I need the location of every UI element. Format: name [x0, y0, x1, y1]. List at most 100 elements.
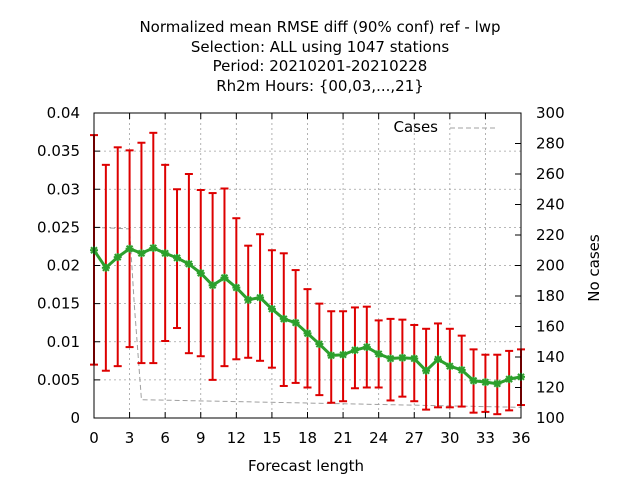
data-point-d2-23: [363, 343, 371, 351]
data-point-22: [350, 346, 359, 355]
data-point-d2-35: [505, 375, 513, 383]
data-point-11: [220, 273, 229, 282]
data-point-d2-19: [315, 340, 324, 348]
data-point-d2-11: [220, 273, 229, 282]
data-point-14: [256, 293, 265, 302]
x-tick-label-3: 9: [196, 429, 206, 447]
x-tick-label-4: 12: [227, 429, 246, 447]
x-tick-label-10: 30: [440, 429, 459, 447]
data-point-3: [125, 244, 134, 253]
y2-axis-ticks: 100 120 140 160 180 200 220 240 260 280 300: [515, 104, 565, 427]
data-point-d2-33: [481, 378, 490, 386]
data-point-d2-15: [268, 305, 276, 313]
chart-title-line-4: Rh2m Hours: {00,03,...,21}: [216, 77, 424, 95]
x-tick-label-5: 15: [262, 429, 281, 447]
y2-axis-label: No cases: [585, 234, 603, 302]
data-point-d2-9: [197, 269, 205, 277]
data-point-16: [279, 314, 288, 323]
error-bar-29: [433, 322, 442, 409]
data-point-d2-18: [303, 329, 312, 338]
data-point-d2-13: [244, 296, 252, 304]
data-point-7: [173, 253, 182, 262]
x-tick-label-1: 3: [125, 429, 135, 447]
data-point-5: [149, 243, 158, 252]
data-point-12: [232, 283, 241, 292]
data-point-33: [481, 378, 490, 387]
data-point-34: [493, 379, 502, 388]
y2-tick-label-1: 120: [536, 379, 565, 397]
x-tick-label-11: 33: [476, 429, 495, 447]
y-tick-label-0: 0: [70, 409, 80, 427]
data-point-28: [422, 366, 431, 375]
chart-title-line-1: Normalized mean RMSE diff (90% conf) ref…: [139, 18, 500, 36]
data-point-d2-2: [114, 253, 122, 261]
data-point-20: [327, 351, 336, 360]
data-point-d2-6: [161, 249, 169, 258]
data-point-1: [101, 263, 110, 272]
x-tick-label-12: 36: [511, 429, 530, 447]
data-point-32: [469, 376, 478, 385]
data-point-d2-24: [374, 350, 383, 358]
data-point-10: [208, 281, 217, 290]
data-point-35: [505, 375, 514, 384]
cases-line: [93, 226, 522, 408]
y2-tick-label-8: 260: [536, 165, 565, 183]
data-point-17: [291, 318, 300, 327]
data-point-31: [457, 365, 466, 374]
data-point-d2-27: [410, 354, 418, 363]
error-bar-27: [410, 323, 419, 403]
data-point-d2-16: [280, 315, 288, 323]
data-point-24: [374, 349, 383, 358]
y-tick-label-6: 0.03: [47, 180, 80, 198]
y2-tick-label-9: 280: [536, 135, 565, 153]
y-tick-label-2: 0.01: [47, 333, 80, 351]
x-tick-label-0: 0: [89, 429, 99, 447]
data-point-21: [339, 350, 348, 359]
y-tick-label-3: 0.015: [37, 295, 80, 313]
data-point-d2-34: [493, 379, 501, 388]
data-point-d2-31: [457, 366, 466, 374]
data-point-19: [315, 340, 324, 349]
x-tick-label-8: 24: [369, 429, 388, 447]
y-tick-label-8: 0.04: [47, 104, 80, 122]
chart-title-line-2: Selection: ALL using 1047 stations: [191, 38, 450, 56]
y2-tick-label-6: 220: [536, 226, 565, 244]
data-point-d2-1: [102, 264, 110, 272]
y-axis-ticks: 0 0.005 0.01 0.015 0.02 0.025 0.03 0.035 0.04: [37, 104, 100, 427]
chart-title-line-3: Period: 20210201-20210228: [213, 57, 428, 75]
data-point-23: [362, 343, 371, 352]
data-point-27: [410, 354, 419, 363]
data-point-6: [161, 249, 170, 258]
y2-tick-label-0: 100: [536, 409, 565, 427]
x-tick-label-2: 6: [160, 429, 170, 447]
legend: Cases: [393, 118, 498, 136]
data-point-d2-26: [398, 354, 407, 362]
data-point-25: [386, 354, 395, 363]
y2-tick-label-3: 160: [536, 318, 565, 336]
data-point-30: [445, 362, 454, 371]
data-point-d2-4: [137, 249, 146, 258]
data-point-18: [303, 329, 312, 338]
data-point-d2-32: [469, 376, 478, 385]
x-tick-label-9: 27: [405, 429, 424, 447]
data-point-26: [398, 353, 407, 362]
data-point-2: [113, 253, 122, 262]
data-point-d2-25: [386, 354, 395, 363]
data-point-d2-22: [351, 346, 359, 354]
y2-tick-label-10: 300: [536, 104, 565, 122]
error-bar-18: [303, 288, 312, 389]
x-tick-label-6: 18: [298, 429, 317, 447]
data-point-d2-3: [125, 245, 134, 253]
data-point-d2-7: [173, 254, 181, 262]
data-point-d2-30: [446, 362, 454, 370]
x-tick-label-7: 21: [334, 429, 353, 447]
data-point-d2-29: [434, 355, 442, 363]
y-tick-label-7: 0.035: [37, 142, 80, 160]
data-point-d2-14: [256, 293, 264, 302]
x-axis-ticks: 0 3 6 9 12 15 18 21 24 27 30 33 36: [89, 113, 531, 447]
data-point-13: [244, 295, 253, 304]
data-point-4: [137, 249, 146, 258]
data-point-d2-12: [232, 283, 241, 292]
data-point-d2-21: [339, 351, 347, 359]
